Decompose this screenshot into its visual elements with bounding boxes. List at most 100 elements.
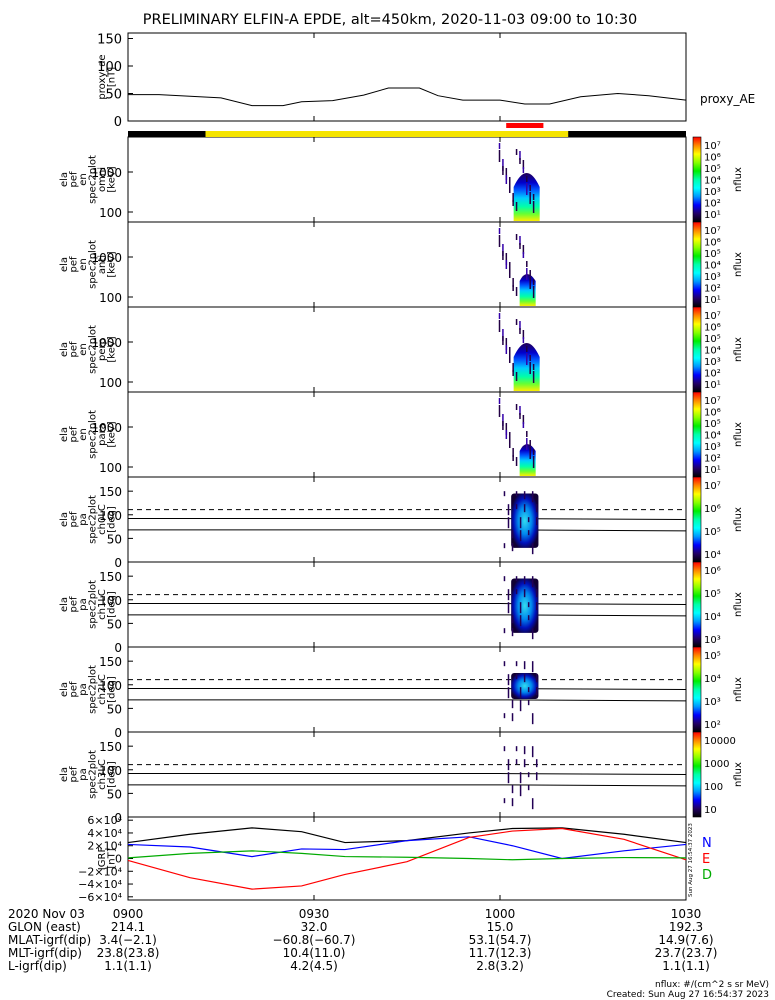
pa_ch0-ylabel: ch0LC [97, 504, 108, 535]
proxy-ae-legend: proxy_AE [700, 92, 755, 106]
spec_para-colorbar-tick: 10⁷ [704, 396, 721, 407]
ephem-value: 214.1 [111, 920, 145, 934]
pa_ch0-flux-streak [515, 504, 518, 510]
pa_ch3-ytick-label: 50 [107, 787, 122, 801]
pa_ch1-solid-line-upper [128, 603, 687, 605]
ephem-value: 32.0 [301, 920, 328, 934]
pa_ch1-flux-streak [507, 589, 510, 601]
spec_perp-ylabel: en [78, 343, 89, 356]
pa_ch2-ytick-label: 100 [99, 679, 122, 693]
pa_ch2-ylabel: spec2plot [88, 665, 99, 714]
pa_ch2-flux-streak [531, 661, 534, 673]
pa_ch2-flux-streak [503, 661, 506, 667]
pa_ch0-colorbar-tick: 10⁷ [704, 481, 721, 492]
spec_omni-ytick-label: 100 [99, 206, 122, 220]
igrf-series-label: N [702, 836, 712, 851]
pa_ch2-flux-streak [531, 713, 534, 725]
pa_ch2-colorbar-tick: 10³ [704, 697, 721, 708]
pa_ch1-flux-streak [507, 602, 510, 614]
panel-igrf: IGRF[nT]6×10⁴4×10⁴2×10⁴0−2×10⁴−4×10⁴−6×1… [78, 814, 712, 904]
spec_para-frame [127, 391, 687, 478]
spec_para-flux-streak [519, 406, 521, 415]
spec_para-flux-streak [515, 457, 518, 466]
spec_para-flux-streak [522, 422, 525, 428]
spec_perp-flux-streak [522, 337, 525, 343]
pa_ch3-colorbar-label: nflux [733, 762, 744, 787]
spec_anti-flux-streak [515, 287, 518, 296]
igrf-ylabel: IGRF [97, 847, 108, 871]
pa_ch3-ylabel: pa [78, 768, 89, 780]
pa_ch0-colorbar-tick: 10⁴ [704, 550, 721, 561]
spec_para-colorbar-tick: 10⁴ [704, 431, 721, 442]
proxy_ae-ylabel: proxy_ae [97, 54, 108, 99]
pa_ch1-colorbar [692, 561, 702, 648]
pa_ch1-colorbar-tick: 10³ [704, 635, 721, 646]
ephem-value: −60.8(−60.7) [273, 933, 356, 947]
igrf-series-line [127, 827, 687, 890]
pa_ch0-colorbar-label: nflux [733, 507, 744, 532]
pa_ch1-flux-streak [527, 602, 530, 608]
ephem-row-label: 2020 Nov 03 [8, 907, 85, 921]
pa_ch0-solid-line-lower [128, 529, 687, 532]
pa_ch0-ytick-label: 50 [107, 532, 122, 546]
panels: proxy_ae[nT]150100500proxy_AEelapefenspe… [59, 32, 755, 904]
spec_para-colorbar-tick: 10² [704, 454, 721, 465]
ephem-value: 1.1(1.1) [104, 959, 152, 973]
spec_omni-frame [127, 136, 687, 223]
pa_ch1-ylabel: spec2plot [88, 580, 99, 629]
pa_ch0-flux-streak [535, 504, 538, 513]
spec_perp-flux-streak [522, 330, 525, 339]
spec_para-flux-streak [512, 455, 514, 461]
panel-spec_omni: elapefenspec2plotomni[keV]100010010⁷10⁶1… [59, 136, 744, 223]
spec_omni-ylabel: spec2plot [88, 155, 99, 204]
spec_para-flux-streak [526, 438, 528, 450]
igrf-ytick-label: −6×10⁴ [78, 891, 122, 904]
pa_ch2-flux-streak [523, 674, 526, 683]
panel-proxy_ae: proxy_ae[nT] 150 100 50 0 proxy_AE [97, 32, 755, 130]
pa_ch3-ylabel: ela [59, 767, 70, 782]
xtick-label: 0900 [113, 907, 144, 921]
pa_ch1-flux-streak [503, 576, 506, 582]
spec_perp-ylabel: spec2plot [88, 325, 99, 374]
panel-spec_anti: elapefenspec2plotanti[keV]100010010⁷10⁶1… [59, 221, 744, 308]
ephem-value: 11.7(12.3) [469, 946, 532, 960]
pa_ch0-flux-streak [527, 517, 530, 523]
spec_anti-flux-streak [502, 251, 504, 260]
pa_ch0-ylabel: ela [59, 512, 70, 527]
spec_omni-flux-streak [505, 175, 508, 184]
spec_omni-colorbar-tick: 10¹ [704, 210, 721, 221]
spec_perp-flux-streak [508, 354, 511, 363]
pa_ch1-ylabel: [deg] [107, 591, 118, 618]
proxy-ae-line [128, 87, 687, 107]
pa_ch0-flux-streak [507, 504, 510, 516]
spec_anti-flux-streak [505, 253, 508, 265]
units-note: nflux: #/(cm^2 s sr MeV) [655, 980, 769, 990]
spec_para-ylabel: [keV] [107, 421, 118, 447]
spec_anti-colorbar-tick: 10³ [704, 272, 721, 283]
pa_ch1-flux-streak [503, 628, 506, 634]
spec_anti-ytick-label: 100 [99, 291, 122, 305]
spec_para-flux-streak [508, 439, 511, 448]
pa_ch3-flux-streak [535, 772, 538, 781]
spec_omni-flux-streak [508, 177, 511, 189]
spec_para-colorbar-tick: 10⁶ [704, 408, 721, 419]
pa_ch3-colorbar-tick: 1000 [704, 759, 729, 770]
pa_ch2-flux-streak [515, 661, 518, 667]
pa_ch3-ytick-label: 0 [114, 811, 122, 825]
spec_anti-flux-blob [519, 274, 536, 306]
spec_para-flux-streak [532, 456, 535, 468]
spec_perp-flux-streak [532, 364, 535, 370]
ephem-value: 3.4(−2.1) [99, 933, 157, 947]
spec_omni-ylabel: en [78, 173, 89, 186]
pa_ch0-flux-blob [511, 493, 539, 548]
pa_ch1-flux-streak [535, 602, 538, 611]
spec_perp-flux-streak [498, 313, 501, 319]
xtick-label: 1000 [485, 907, 516, 921]
spec_perp-flux-streak [529, 355, 531, 361]
pa_ch3-ytick-label: 100 [99, 764, 122, 778]
spec_para-flux-streak [505, 430, 508, 439]
